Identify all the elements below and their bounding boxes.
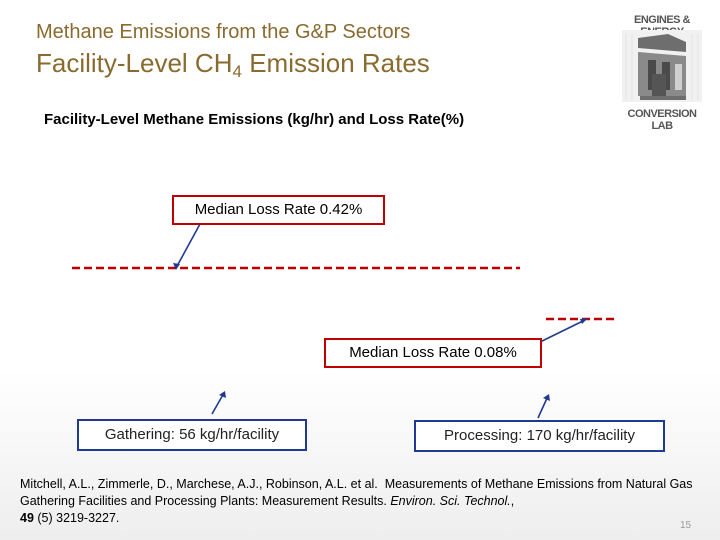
slide-supertitle: Methane Emissions from the G&P Sectors: [36, 21, 411, 43]
processing-median-pointer: [537, 319, 586, 344]
title-rest: Emission Rates: [241, 48, 430, 78]
citation-volume: 49: [20, 511, 34, 525]
gathering-median-callout: Median Loss Rate 0.42%: [172, 195, 385, 225]
reference-citation: Mitchell, A.L., Zimmerle, D., Marchese, …: [20, 477, 693, 525]
citation-issue-pages: (5) 3219-3227.: [33, 511, 120, 525]
logo-text-bottom: CONVERSION LAB: [627, 108, 697, 132]
gathering-label-box: Gathering: 56 kg/hr/facility: [77, 419, 307, 451]
gathering-pointer: [211, 392, 225, 415]
processing-median-arrowhead: [580, 318, 588, 324]
chart-subtitle: Facility-Level Methane Emissions (kg/hr)…: [44, 111, 465, 128]
gathering-arrowhead: [219, 391, 226, 398]
citation-journal: Environ. Sci. Technol.: [390, 494, 511, 508]
citation-authors: Mitchell, A.L., Zimmerle, D., Marchese, …: [20, 477, 378, 491]
page-number: 15: [680, 520, 692, 531]
processing-pointer: [537, 395, 549, 419]
gathering-median-pointer: [175, 223, 201, 269]
title-main: Facility-Level CH: [36, 48, 233, 78]
gathering-median-arrowhead: [173, 263, 180, 270]
title-subscript: 4: [232, 62, 242, 81]
lab-logo: ENGINES & ENERGY CONVERSION LAB: [618, 12, 706, 132]
slide-title: Facility-Level CH4 Emission Rates: [36, 48, 430, 82]
processing-arrowhead: [543, 394, 550, 401]
building-icon: [622, 30, 702, 102]
processing-label-box: Processing: 170 kg/hr/facility: [414, 420, 665, 452]
citation-title: Measurements of Methane Emissions from N…: [20, 477, 693, 508]
processing-median-callout: Median Loss Rate 0.08%: [324, 338, 542, 368]
